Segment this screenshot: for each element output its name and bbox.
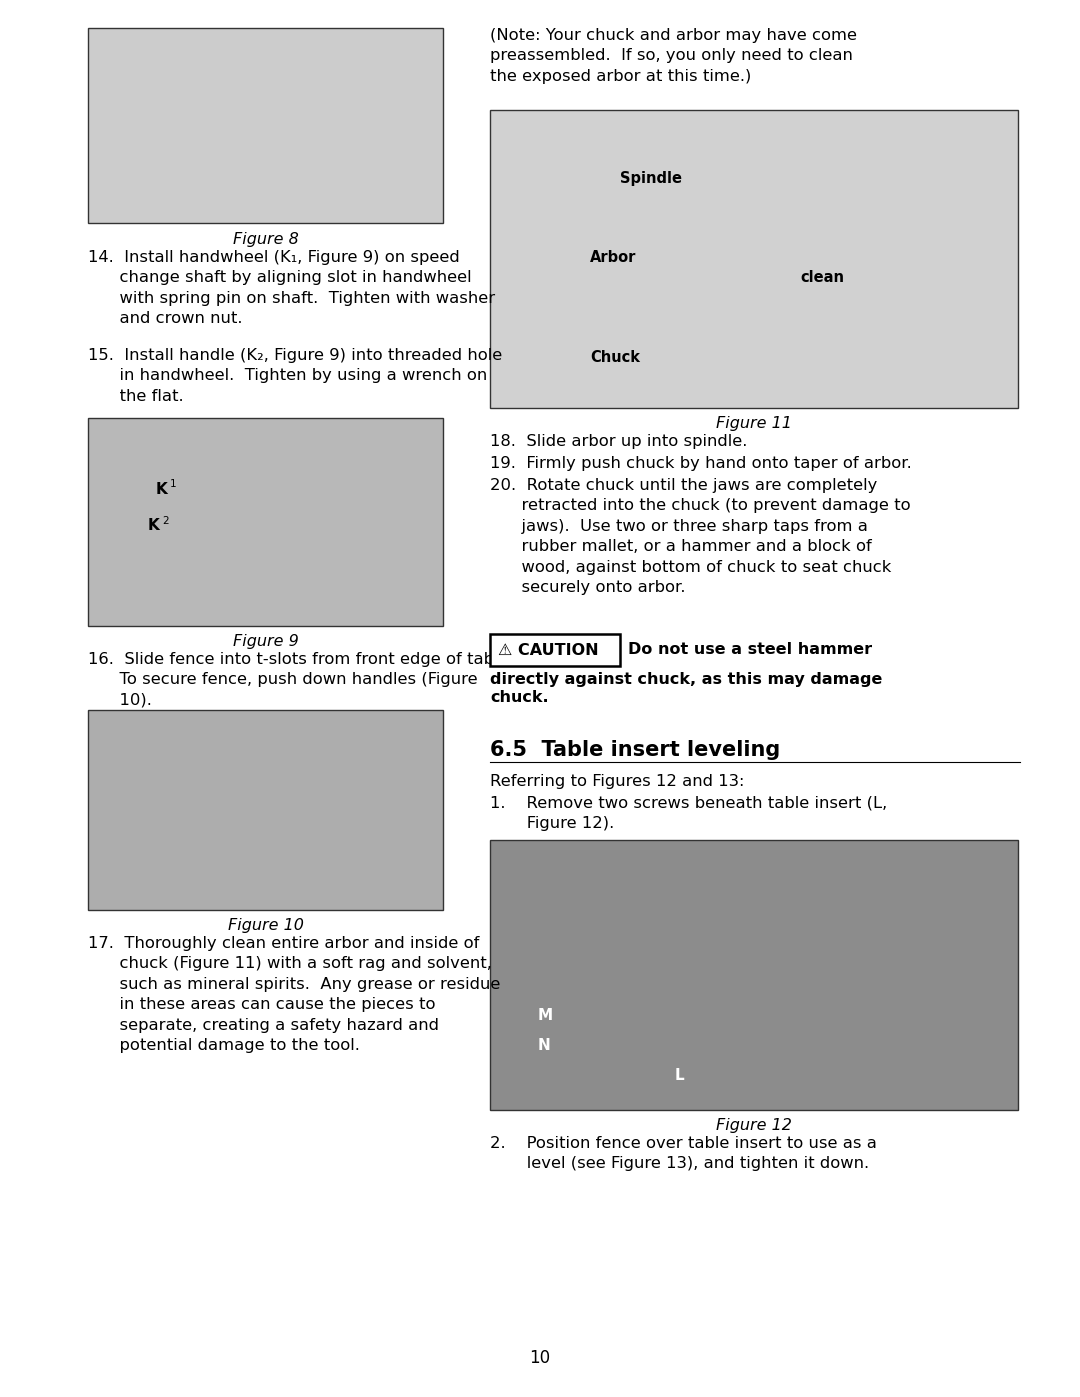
Text: 14.  Install handwheel (K₁, Figure 9) on speed
      change shaft by aligning sl: 14. Install handwheel (K₁, Figure 9) on … (87, 250, 495, 327)
Text: 20.  Rotate chuck until the jaws are completely
      retracted into the chuck (: 20. Rotate chuck until the jaws are comp… (490, 478, 910, 595)
Text: K: K (148, 518, 160, 534)
Text: Do not use a steel hammer: Do not use a steel hammer (627, 643, 873, 658)
Text: 15.  Install handle (K₂, Figure 9) into threaded hole
      in handwheel.  Tight: 15. Install handle (K₂, Figure 9) into t… (87, 348, 502, 404)
Text: 1: 1 (170, 479, 177, 489)
Text: 2: 2 (162, 515, 168, 527)
Text: 19.  Firmly push chuck by hand onto taper of arbor.: 19. Firmly push chuck by hand onto taper… (490, 455, 912, 471)
Text: Spindle: Spindle (620, 170, 681, 186)
Bar (490, 840, 1018, 1111)
Text: Figure 11: Figure 11 (716, 416, 792, 432)
Text: 6.5  Table insert leveling: 6.5 Table insert leveling (490, 740, 780, 760)
Text: 17.  Thoroughly clean entire arbor and inside of
      chuck (Figure 11) with a : 17. Thoroughly clean entire arbor and in… (87, 936, 500, 1053)
Text: 18.  Slide arbor up into spindle.: 18. Slide arbor up into spindle. (490, 434, 747, 448)
Text: Figure 12: Figure 12 (716, 1118, 792, 1133)
Text: 2.    Position fence over table insert to use as a
       level (see Figure 13),: 2. Position fence over table insert to u… (490, 1136, 877, 1172)
Text: Figure 8: Figure 8 (232, 232, 298, 247)
Text: Figure 9: Figure 9 (232, 634, 298, 650)
Bar (490, 110, 1018, 408)
Bar (87, 28, 443, 224)
Bar (490, 634, 620, 666)
Text: Referring to Figures 12 and 13:: Referring to Figures 12 and 13: (490, 774, 744, 789)
Text: K: K (156, 482, 167, 497)
Text: Chuck: Chuck (590, 351, 640, 366)
Text: directly against chuck, as this may damage: directly against chuck, as this may dama… (490, 672, 882, 687)
Text: 16.  Slide fence into t-slots from front edge of table.
      To secure fence, p: 16. Slide fence into t-slots from front … (87, 652, 514, 708)
Text: (Note: Your chuck and arbor may have come
preassembled.  If so, you only need to: (Note: Your chuck and arbor may have com… (490, 28, 858, 84)
Text: clean: clean (800, 271, 843, 285)
Text: N: N (538, 1038, 551, 1052)
Text: 1.    Remove two screws beneath table insert (L,
       Figure 12).: 1. Remove two screws beneath table inser… (490, 796, 888, 831)
Text: chuck.: chuck. (490, 690, 549, 705)
Text: L: L (675, 1067, 685, 1083)
Text: M: M (538, 1007, 553, 1023)
Text: Arbor: Arbor (590, 250, 636, 265)
Text: ⚠ CAUTION: ⚠ CAUTION (498, 643, 598, 658)
Text: 10: 10 (529, 1350, 551, 1368)
Bar (87, 418, 443, 626)
Bar (87, 710, 443, 909)
Text: Figure 10: Figure 10 (228, 918, 303, 933)
